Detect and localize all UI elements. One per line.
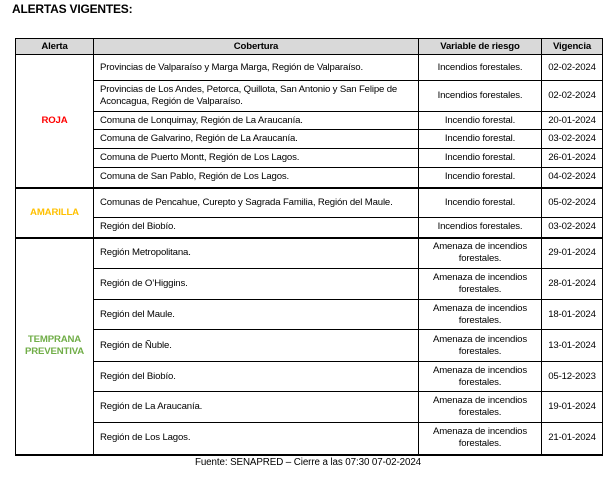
alert-level-label: TEMPRANA PREVENTIVA: [15, 237, 94, 456]
table-row: Comuna de Galvarino, Región de La Arauca…: [16, 129, 603, 149]
coverage-cell: Región de Los Lagos.: [93, 422, 419, 456]
header-alerta: Alerta: [15, 38, 94, 55]
risk-variable-cell: Incendio forestal.: [418, 187, 542, 218]
validity-date-cell: 28-01-2024: [541, 268, 603, 300]
table-row: Región de Ñuble. Amenaza de incendios for…: [16, 329, 603, 362]
coverage-cell: Región de O’Higgins.: [93, 268, 419, 300]
risk-variable-cell: Incendios forestales.: [418, 54, 542, 81]
coverage-cell: Región del Maule.: [93, 299, 419, 330]
risk-variable-cell: Incendios forestales.: [418, 217, 542, 239]
table-row: Comuna de Puerto Montt, Región de Los La…: [16, 148, 603, 168]
table-row: TEMPRANA PREVENTIVA Región Metropolitana.…: [15, 237, 603, 456]
validity-date-cell: 02-02-2024: [541, 80, 603, 112]
risk-variable-cell: Amenaza de incendios forestales.: [418, 299, 542, 330]
coverage-cell: Región del Biobío.: [93, 217, 419, 239]
validity-date-cell: 03-02-2024: [541, 129, 603, 149]
validity-date-cell: 19-01-2024: [541, 391, 603, 423]
risk-variable-cell: Amenaza de incendios forestales.: [418, 422, 542, 456]
alert-level-label: ROJA: [15, 54, 94, 189]
table-row: Comuna de San Pablo, Región de Los Lagos…: [16, 167, 603, 189]
table-body: ROJA Provincias de Valparaíso y Marga Mar…: [15, 54, 603, 456]
source-footer: Fuente: SENAPRED – Cierre a las 07:30 07…: [194, 457, 422, 468]
validity-date-cell: 04-02-2024: [541, 167, 603, 189]
validity-date-cell: 18-01-2024: [541, 299, 603, 330]
coverage-cell: Comuna de San Pablo, Región de Los Lagos…: [93, 167, 419, 189]
risk-variable-cell: Amenaza de incendios forestales.: [418, 268, 542, 300]
risk-variable-cell: Incendio forestal.: [418, 148, 542, 168]
validity-date-cell: 02-02-2024: [541, 54, 603, 81]
validity-date-cell: 05-02-2024: [541, 187, 603, 218]
validity-date-cell: 05-12-2023: [541, 361, 603, 392]
table-header-row: Alerta Cobertura Variable de riesgo Vige…: [15, 38, 603, 55]
validity-date-cell: 13-01-2024: [541, 329, 603, 362]
table-row: AMARILLA Comunas de Pencahue, Curepto y S…: [15, 187, 603, 239]
coverage-cell: Provincias de Los Andes, Petorca, Quillo…: [93, 80, 419, 112]
risk-variable-cell: Incendio forestal.: [418, 129, 542, 149]
risk-variable-cell: Amenaza de incendios forestales.: [418, 391, 542, 423]
coverage-cell: Región Metropolitana.: [93, 237, 419, 269]
alerts-table: Alerta Cobertura Variable de riesgo Vige…: [15, 38, 603, 456]
header-vigencia: Vigencia: [541, 38, 603, 55]
table-row: Región de Los Lagos. Amenaza de incendios…: [16, 422, 603, 456]
coverage-cell: Región del Biobío.: [93, 361, 419, 392]
coverage-cell: Comunas de Pencahue, Curepto y Sagrada F…: [93, 187, 419, 218]
table-row: Región del Maule. Amenaza de incendios fo…: [16, 299, 603, 330]
validity-date-cell: 21-01-2024: [541, 422, 603, 456]
validity-date-cell: 29-01-2024: [541, 237, 603, 269]
coverage-cell: Comuna de Puerto Montt, Región de Los La…: [93, 148, 419, 168]
coverage-cell: Región de Ñuble.: [93, 329, 419, 362]
table-row: Región de O’Higgins. Amenaza de incendios…: [16, 268, 603, 300]
section-title: ALERTAS VIGENTES:: [12, 2, 133, 16]
table-row: Región del Biobío. Incendios forestales. 0…: [16, 217, 603, 239]
coverage-cell: Comuna de Galvarino, Región de La Arauca…: [93, 129, 419, 149]
risk-variable-cell: Incendio forestal.: [418, 167, 542, 189]
risk-variable-cell: Incendios forestales.: [418, 80, 542, 112]
risk-variable-cell: Amenaza de incendios forestales.: [418, 329, 542, 362]
table-row: Provincias de Los Andes, Petorca, Quillo…: [16, 80, 603, 112]
risk-variable-cell: Incendio forestal.: [418, 111, 542, 130]
validity-date-cell: 20-01-2024: [541, 111, 603, 130]
validity-date-cell: 26-01-2024: [541, 148, 603, 168]
table-row: Región del Biobío. Amenaza de incendios f…: [16, 361, 603, 392]
coverage-cell: Comuna de Lonquimay, Región de La Arauca…: [93, 111, 419, 130]
risk-variable-cell: Amenaza de incendios forestales.: [418, 237, 542, 269]
table-row: Comuna de Lonquimay, Región de La Arauca…: [16, 111, 603, 130]
table-row: Región de La Araucanía. Amenaza de incend…: [16, 391, 603, 423]
coverage-cell: Provincias de Valparaíso y Marga Marga, …: [93, 54, 419, 81]
table-row: ROJA Provincias de Valparaíso y Marga Mar…: [15, 54, 603, 189]
header-variable: Variable de riesgo: [418, 38, 542, 55]
header-cobertura: Cobertura: [93, 38, 419, 55]
coverage-cell: Región de La Araucanía.: [93, 391, 419, 423]
validity-date-cell: 03-02-2024: [541, 217, 603, 239]
risk-variable-cell: Amenaza de incendios forestales.: [418, 361, 542, 392]
alert-level-label: AMARILLA: [15, 187, 94, 239]
